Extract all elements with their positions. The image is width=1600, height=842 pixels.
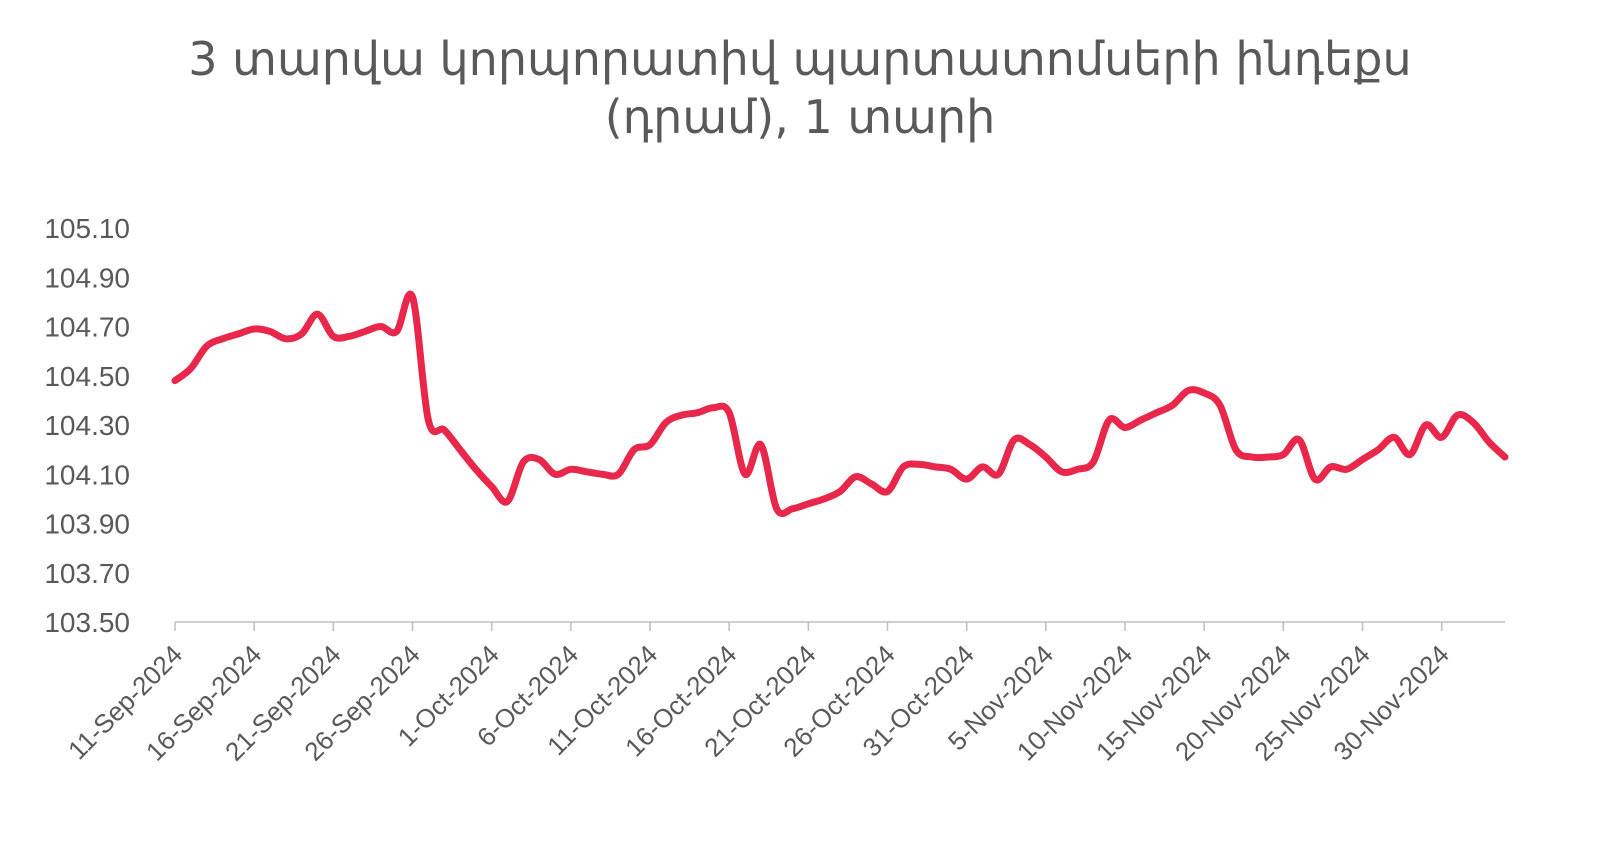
y-tick-label: 104.10 — [44, 459, 130, 490]
chart-title-line-1: 3 տարվա կորպորատիվ պարտատոմսերի ինդեքս — [188, 32, 1412, 86]
y-tick-label: 103.90 — [44, 509, 130, 540]
chart-title-line-2: (դրամ), 1 տարի — [604, 90, 996, 144]
y-tick-label: 104.70 — [44, 312, 130, 343]
y-tick-label: 104.30 — [44, 410, 130, 441]
y-tick-label: 105.10 — [44, 213, 130, 244]
x-axis: 11-Sep-202416-Sep-202421-Sep-202426-Sep-… — [62, 621, 1505, 767]
y-tick-label: 104.50 — [44, 361, 130, 392]
y-tick-label: 104.90 — [44, 262, 130, 293]
y-tick-label: 103.50 — [44, 607, 130, 638]
series-layer — [171, 290, 1509, 518]
y-axis-labels: 103.50 103.70 103.90 104.10 104.30 104.50 104.… — [44, 213, 130, 638]
chart-title: 3 տարվա կորպորատիվ պարտատոմսերի ինդեքս (… — [0, 30, 1600, 146]
y-tick-label: 103.70 — [44, 558, 130, 589]
series-line — [171, 290, 1509, 518]
